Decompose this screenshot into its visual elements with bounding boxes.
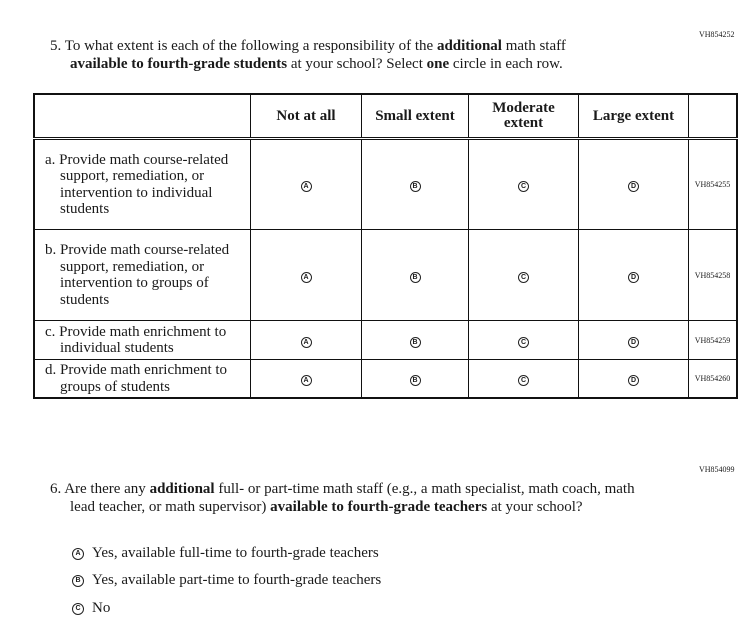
col-moderate-extent: Moderate extent [468,93,579,140]
option-no[interactable]: C No [72,600,110,617]
response-cell: D [578,359,689,399]
radio-bubble-a[interactable]: A [300,375,312,386]
radio-bubble-d[interactable]: D [628,181,639,192]
radio-bubble-b[interactable]: B [409,271,421,283]
header-row: Not at all Small extent Moderate extent … [33,93,738,140]
response-cell: B [361,138,469,230]
response-cell: C [468,320,579,360]
radio-bubble-c[interactable]: C [518,271,529,283]
radio-bubble-b[interactable]: B [409,336,421,348]
response-cell: D [578,320,689,360]
option-full-time[interactable]: A Yes, available full-time to fourth-grad… [72,545,379,562]
response-cell: A [250,320,362,360]
response-cell: D [578,229,689,321]
response-cell: A [250,138,362,230]
table-row: d. Provide math enrichment to groups of … [33,359,738,399]
response-cell: A [250,229,362,321]
col-large-extent: Large extent [578,93,689,140]
row-label: b. Provide math course-related support, … [33,229,251,321]
question-5-text: 5. To what extent is each of the followi… [50,38,566,72]
radio-bubble-c[interactable]: C [518,181,529,192]
question-5-grid: Not at all Small extent Moderate extent … [33,93,738,399]
radio-bubble-c[interactable]: C [72,602,84,615]
response-cell: C [468,229,579,321]
table-row: a. Provide math course-related support, … [33,138,738,230]
row-code: VH854258 [688,229,738,321]
row-code: VH854260 [688,359,738,399]
col-not-at-all: Not at all [250,93,362,140]
question-number: 5. [50,38,62,54]
radio-bubble-d[interactable]: D [628,336,639,348]
response-cell: D [578,138,689,230]
radio-bubble-b[interactable]: B [409,375,421,386]
table-row: c. Provide math enrichment to individual… [33,320,738,360]
response-cell: C [468,138,579,230]
row-label: d. Provide math enrichment to groups of … [33,359,251,399]
radio-bubble-a[interactable]: A [72,547,84,560]
response-cell: B [361,359,469,399]
question-5-code: VH854252 [699,30,735,39]
response-cell: C [468,359,579,399]
radio-bubble-a[interactable]: A [300,181,312,192]
table-row: b. Provide math course-related support, … [33,229,738,321]
radio-bubble-d[interactable]: D [628,375,639,386]
question-6-text: 6. Are there any additional full- or par… [50,481,635,515]
response-cell: B [361,320,469,360]
response-cell: B [361,229,469,321]
row-label: a. Provide math course-related support, … [33,138,251,230]
radio-bubble-b[interactable]: B [72,574,84,587]
radio-bubble-a[interactable]: A [300,336,312,348]
radio-bubble-a[interactable]: A [300,271,312,283]
option-part-time[interactable]: B Yes, available part-time to fourth-grad… [72,572,381,589]
question-6-code: VH854099 [699,465,735,474]
radio-bubble-d[interactable]: D [628,271,639,283]
radio-bubble-c[interactable]: C [518,336,529,348]
radio-bubble-c[interactable]: C [518,375,529,386]
row-label: c. Provide math enrichment to individual… [33,320,251,360]
radio-bubble-b[interactable]: B [409,181,421,192]
row-code: VH854255 [688,138,738,230]
row-code: VH854259 [688,320,738,360]
response-cell: A [250,359,362,399]
col-small-extent: Small extent [361,93,469,140]
